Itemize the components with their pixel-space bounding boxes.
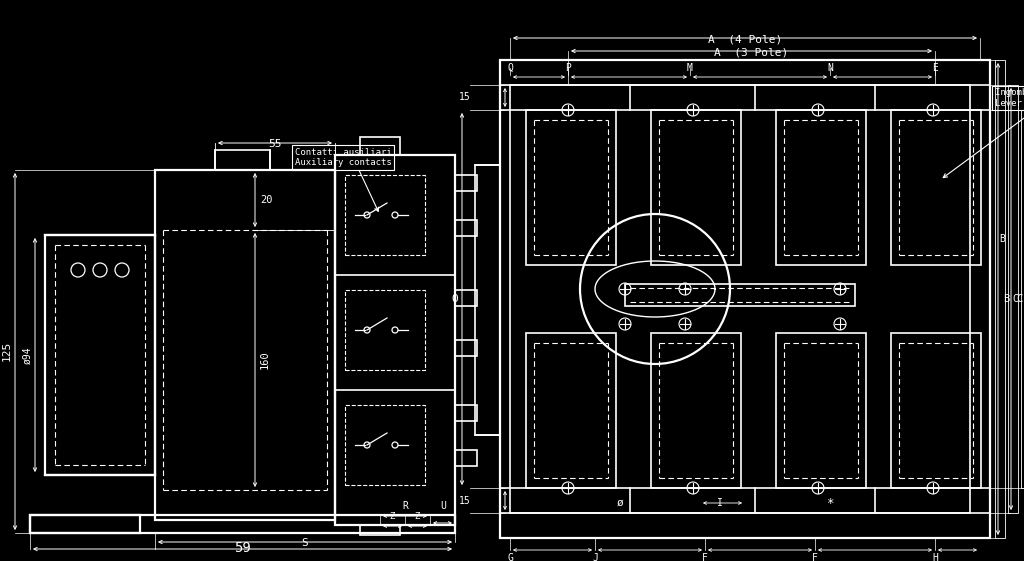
Text: Ingombro leverismo
Lever outline: Ingombro leverismo Lever outline: [995, 88, 1024, 108]
Bar: [155, 170, 335, 520]
Text: 160: 160: [260, 351, 270, 369]
Bar: [215, 150, 270, 170]
Bar: [455, 290, 477, 306]
Text: I: I: [717, 498, 723, 508]
Text: R: R: [402, 501, 408, 511]
Bar: [776, 110, 866, 265]
Text: C: C: [1016, 294, 1022, 304]
Text: J: J: [592, 553, 598, 561]
Bar: [995, 60, 1005, 538]
Text: N: N: [827, 63, 833, 73]
Bar: [455, 220, 477, 236]
Bar: [625, 284, 855, 306]
Text: 125: 125: [2, 341, 12, 361]
Bar: [345, 290, 425, 370]
Bar: [891, 110, 981, 265]
Text: Z: Z: [415, 512, 420, 521]
Text: Q: Q: [507, 63, 513, 73]
Text: Z: Z: [389, 512, 394, 521]
Bar: [651, 333, 741, 488]
Text: 59: 59: [234, 541, 251, 555]
Text: O: O: [452, 294, 459, 304]
Text: F: F: [702, 553, 708, 561]
Bar: [1008, 85, 1018, 513]
Bar: [455, 405, 477, 421]
Text: S: S: [302, 538, 308, 548]
Bar: [455, 340, 477, 356]
Text: ø: ø: [616, 498, 624, 508]
Bar: [1021, 110, 1024, 488]
Text: *: *: [826, 496, 834, 509]
Text: A  (4 Pole): A (4 Pole): [708, 34, 782, 44]
Bar: [360, 137, 400, 155]
Text: 15: 15: [459, 496, 471, 506]
Text: U: U: [440, 501, 445, 511]
Bar: [335, 155, 455, 525]
Text: B: B: [999, 234, 1005, 244]
Text: G: G: [507, 553, 513, 561]
Text: B: B: [1002, 294, 1010, 304]
Bar: [30, 515, 455, 533]
Text: 15: 15: [459, 92, 471, 102]
Bar: [360, 525, 400, 535]
Bar: [345, 405, 425, 485]
Bar: [45, 235, 155, 475]
Text: Contatti ausiliari
Auxiliary contacts: Contatti ausiliari Auxiliary contacts: [295, 148, 392, 167]
Text: 55: 55: [268, 139, 282, 149]
Text: M: M: [687, 63, 693, 73]
Text: F: F: [812, 553, 818, 561]
Text: ø94: ø94: [22, 346, 32, 364]
Bar: [526, 110, 616, 265]
Bar: [651, 110, 741, 265]
Text: 20: 20: [260, 195, 272, 205]
Text: A  (3 Pole): A (3 Pole): [715, 47, 788, 57]
Text: C: C: [1012, 294, 1018, 304]
Bar: [345, 175, 425, 255]
Bar: [776, 333, 866, 488]
Bar: [891, 333, 981, 488]
Bar: [30, 515, 140, 533]
Text: E: E: [932, 63, 938, 73]
Bar: [500, 60, 990, 538]
Bar: [455, 450, 477, 466]
Bar: [455, 175, 477, 191]
Text: P: P: [565, 63, 571, 73]
Bar: [510, 85, 970, 513]
Bar: [475, 165, 500, 435]
Text: H: H: [932, 553, 938, 561]
Bar: [526, 333, 616, 488]
